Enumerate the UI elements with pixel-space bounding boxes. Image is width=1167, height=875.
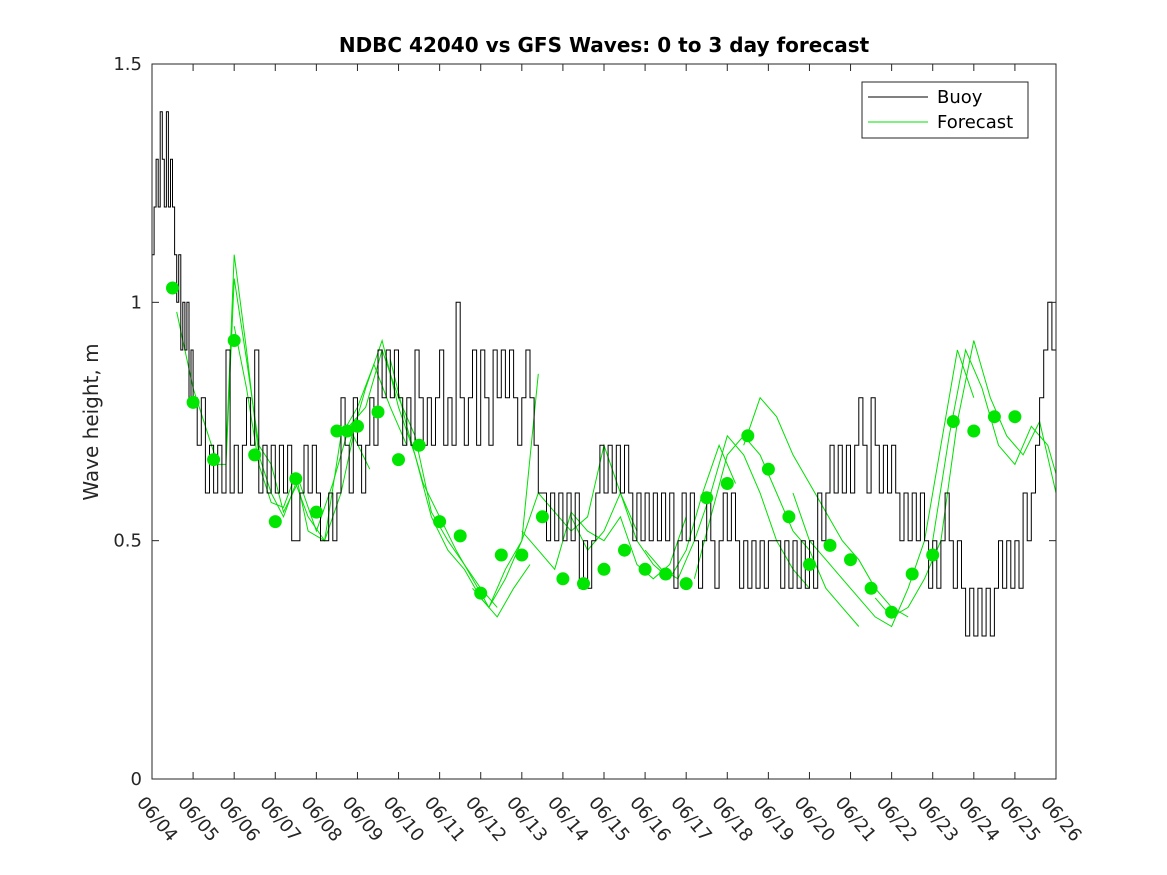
forecast-line [225, 254, 371, 542]
forecast-marker [227, 334, 241, 347]
forecast-marker [577, 577, 590, 591]
forecast-marker [340, 424, 354, 438]
forecast-marker [207, 453, 221, 467]
x-tick-label: 06/07 [255, 793, 304, 846]
legend-box [861, 81, 1029, 139]
x-tick-label: 06/12 [461, 793, 510, 846]
forecast-marker [905, 567, 919, 581]
forecast-marker [186, 395, 200, 409]
forecast-marker [309, 505, 323, 519]
forecast-marker [638, 562, 652, 576]
x-tick-label: 06/19 [749, 793, 798, 846]
x-tick-label: 06/09 [338, 793, 387, 846]
x-tick-label: 06/24 [954, 793, 1003, 846]
forecast-line [644, 434, 810, 589]
legend: Buoy Forecast [861, 81, 1029, 139]
forecast-marker [556, 572, 570, 586]
forecast-marker [761, 462, 775, 476]
forecast-marker [268, 515, 282, 529]
forecast-marker [823, 538, 837, 552]
forecast-marker [946, 415, 960, 428]
x-tick-label: 06/15 [584, 793, 633, 846]
x-tick-label: 06/18 [707, 793, 756, 846]
forecast-marker [433, 515, 447, 529]
y-axis: 0 0.5 1 1.5 [113, 54, 1056, 790]
forecast-marker [1008, 410, 1022, 424]
legend-label-forecast: Forecast [937, 112, 1013, 133]
forecast-marker [700, 491, 714, 505]
forecast-marker [741, 429, 755, 443]
forecast-marker [679, 577, 693, 591]
chart-title: NDBC 42040 vs GFS Waves: 0 to 3 day fore… [339, 33, 870, 57]
forecast-marker [659, 567, 673, 581]
y-tick-label: 0 [131, 769, 142, 790]
buoy-line [152, 111, 1057, 637]
forecast-line [389, 359, 539, 609]
forecast-marker [330, 424, 344, 438]
forecast-marker [782, 510, 796, 524]
forecast-marker [967, 424, 981, 438]
forecast-marker [515, 548, 529, 562]
forecast-line [348, 338, 531, 618]
forecast-marker [392, 453, 405, 467]
y-tick-label: 1 [131, 292, 142, 313]
forecast-marker [535, 510, 549, 524]
x-tick-label: 06/20 [790, 793, 839, 846]
forecast-marker [987, 410, 1001, 424]
buoy-series [152, 111, 1057, 637]
x-tick-label: 06/05 [173, 793, 222, 846]
forecast-line [521, 511, 687, 580]
forecast-marker [494, 548, 508, 562]
x-tick-label: 06/11 [420, 793, 469, 846]
x-tick-label: 06/17 [666, 793, 715, 846]
forecast-marker [371, 405, 385, 419]
x-tick-label: 06/25 [995, 793, 1044, 846]
forecast-marker [412, 438, 426, 452]
forecast-marker [720, 477, 734, 490]
y-axis-label: Wave height, m [79, 343, 103, 500]
x-tick-label: 06/23 [913, 793, 962, 846]
legend-label-buoy: Buoy [937, 87, 983, 108]
x-tick-label: 06/10 [379, 793, 428, 846]
forecast-marker [885, 605, 899, 619]
y-tick-label: 1.5 [113, 54, 142, 75]
x-tick-label: 06/04 [132, 793, 181, 846]
forecast-line [932, 348, 1057, 541]
forecast-markers [166, 281, 1022, 619]
forecast-marker [351, 419, 364, 433]
forecast-marker [618, 543, 631, 557]
forecast-marker [864, 581, 878, 595]
forecast-lines [176, 254, 1057, 628]
x-tick-label: 06/14 [543, 793, 592, 846]
forecast-marker [803, 558, 816, 571]
forecast-marker [926, 548, 940, 562]
forecast-line [693, 435, 860, 627]
x-tick-label: 06/08 [297, 793, 346, 846]
x-tick-label: 06/26 [1036, 793, 1085, 846]
forecast-marker [597, 562, 611, 576]
x-tick-label: 06/13 [502, 793, 551, 846]
forecast-marker [166, 281, 179, 295]
forecast-marker [453, 529, 467, 543]
forecast-marker [474, 586, 488, 600]
x-tick-label: 06/21 [831, 793, 880, 846]
forecast-line [792, 349, 975, 628]
plot-area [152, 64, 1056, 779]
forecast-marker [289, 472, 303, 486]
x-tick-label: 06/22 [872, 793, 921, 846]
forecast-line [874, 340, 1057, 618]
forecast-marker [844, 553, 857, 567]
y-tick-label: 0.5 [113, 531, 142, 552]
x-tick-label: 06/16 [625, 793, 674, 846]
x-tick-label: 06/06 [214, 793, 263, 846]
forecast-line [570, 443, 736, 580]
forecast-marker [248, 448, 262, 462]
